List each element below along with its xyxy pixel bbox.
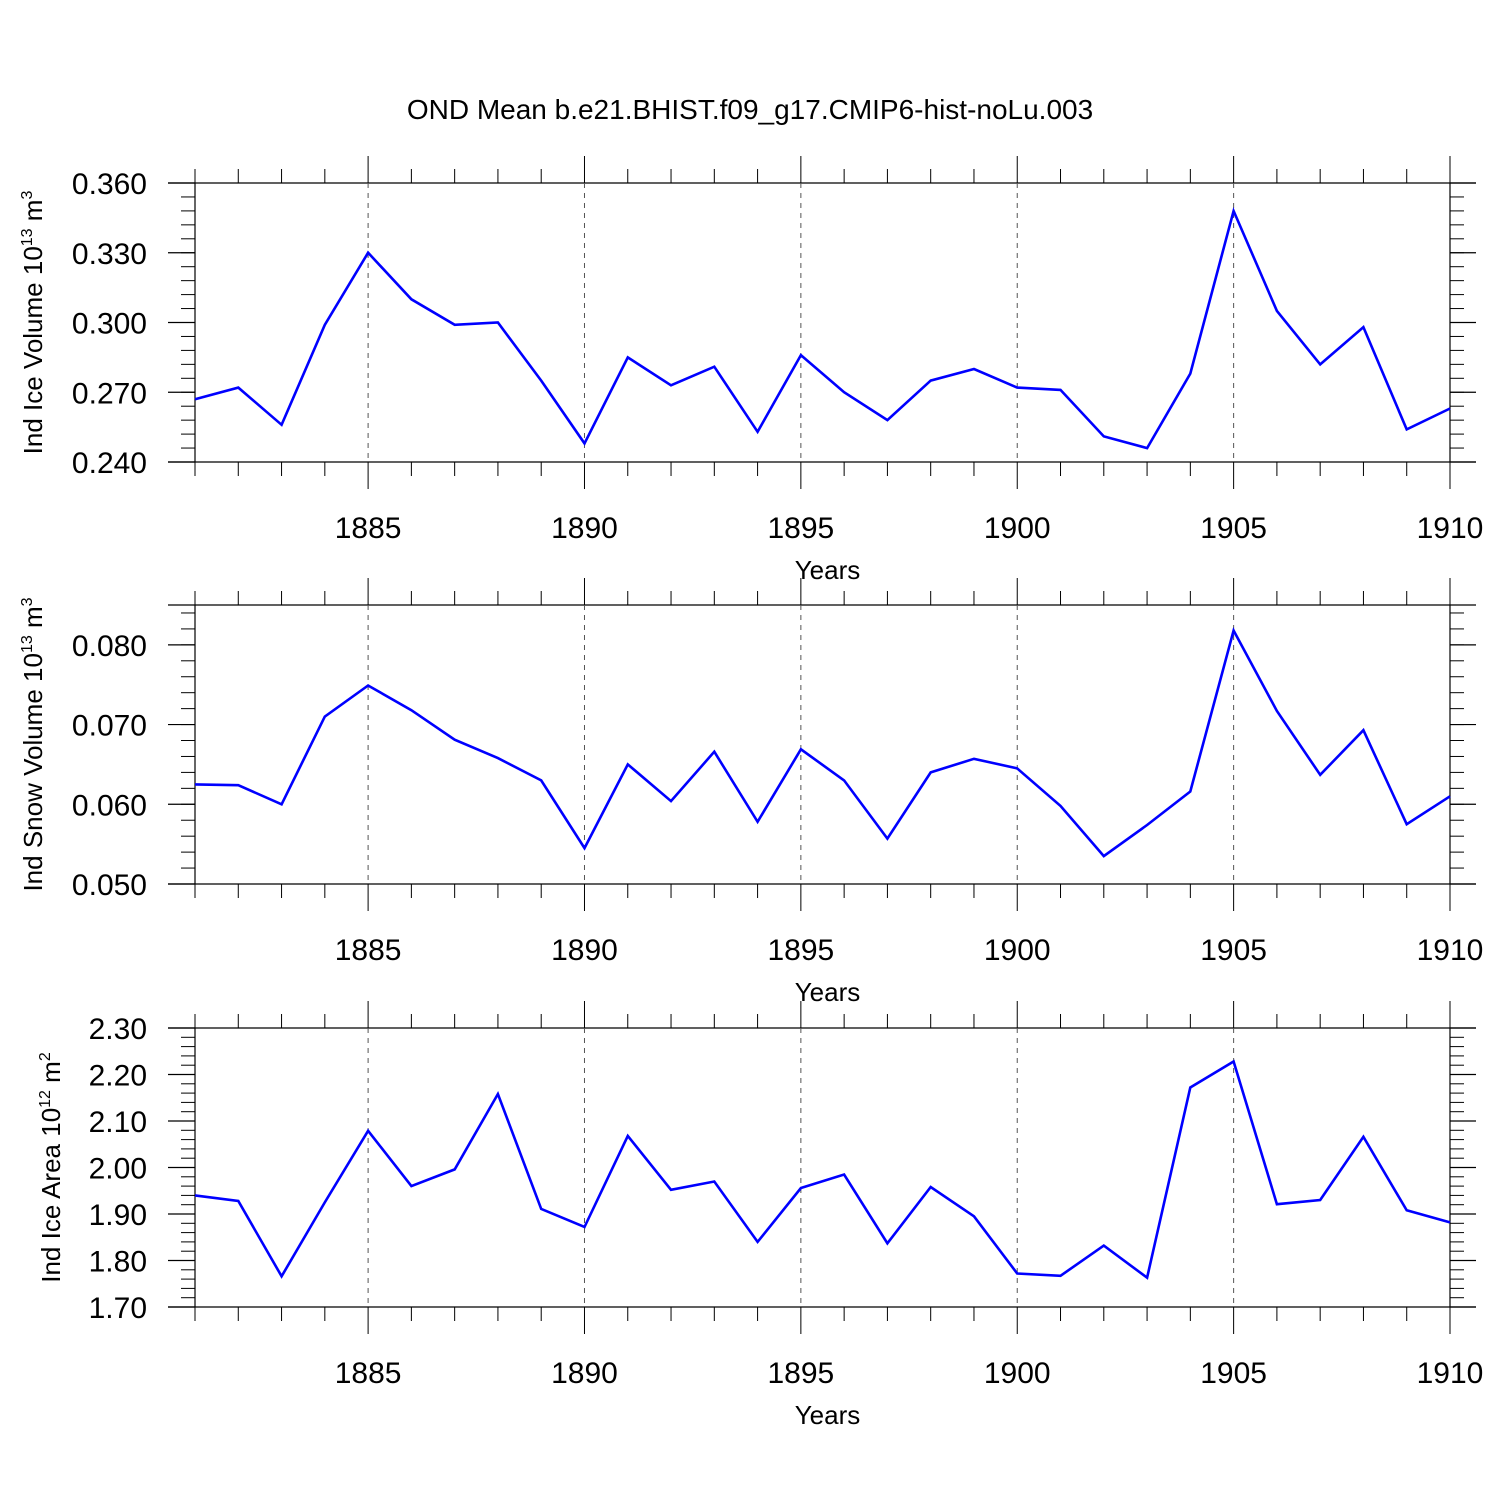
chart-panel-2-x-tick-label: 1910: [1417, 934, 1484, 967]
chart-panel-3-x-tick-label: 1900: [984, 1357, 1051, 1390]
chart-panel-3-x-tick-label: 1890: [551, 1357, 618, 1390]
chart-panel-3-series-line: [194, 1059, 1451, 1280]
chart-panel-2-x-axis-label: Years: [795, 977, 861, 1007]
chart-panel-3-y-tick-label: 2.20: [89, 1060, 147, 1093]
chart-panel-3-x-tick-label: 1895: [767, 1357, 834, 1390]
chart-panel-2-y-tick-label: 0.060: [72, 789, 147, 822]
chart-panel-3-x-axis-label: Years: [795, 1400, 861, 1430]
chart-panel-1-y-tick-label: 0.300: [72, 308, 147, 341]
chart-panel-1-x-tick-label: 1885: [335, 512, 402, 545]
chart-panel-2-series-line: [194, 627, 1451, 858]
chart-panel-2: 1885 1890 1895 1900 1905 1910 0.050 0.060 0.070 0…: [18, 578, 1483, 1007]
chart-panel-3-y-tick-label: 2.30: [89, 1013, 147, 1046]
chart-panel-1: 1885 1890 1895 1900 1905 1910 0.240 0.270 0.300 0…: [18, 156, 1483, 585]
chart-title: OND Mean b.e21.BHIST.f09_g17.CMIP6-hist-…: [407, 94, 1093, 125]
chart-panel-3-y-tick-label: 1.80: [89, 1246, 147, 1279]
chart-panel-1-x-tick-label: 1890: [551, 512, 618, 545]
chart-panel-1-x-tick-label: 1905: [1200, 512, 1267, 545]
chart-panel-2-x-tick-label: 1890: [551, 934, 618, 967]
chart-panel-3-y-tick-label: 1.70: [89, 1292, 147, 1325]
chart-panel-2-x-tick-label: 1885: [335, 934, 402, 967]
chart-panel-1-y-tick-label: 0.240: [72, 447, 147, 480]
chart-panel-3-y-tick-label: 2.10: [89, 1106, 147, 1139]
chart-panel-2-x-tick-label: 1905: [1200, 934, 1267, 967]
chart-panel-1-x-tick-label: 1910: [1417, 512, 1484, 545]
chart-panel-2-y-tick-label: 0.050: [72, 869, 147, 902]
chart-panel-1-y-tick-label: 0.330: [72, 238, 147, 271]
chart-panel-3: 1885 1890 1895 1900 1905 1910 1.70 1.80 1.90 2.00…: [36, 1001, 1483, 1430]
chart-panel-3-y-axis-label: Ind Ice Area 1012 m2: [36, 1052, 66, 1283]
chart-panel-2-y-axis-label: Ind Snow Volume 1013 m3: [18, 597, 48, 891]
chart-panel-3-y-tick-label: 2.00: [89, 1153, 147, 1186]
chart-panel-2-y-tick-label: 0.070: [72, 710, 147, 743]
chart-panel-3-y-tick-label: 1.90: [89, 1199, 147, 1232]
chart-panel-3-x-tick-label: 1885: [335, 1357, 402, 1390]
chart-panel-3-x-tick-label: 1910: [1417, 1357, 1484, 1390]
chart-panel-1-series-line: [194, 206, 1451, 450]
chart-panel-1-x-axis-label: Years: [795, 555, 861, 585]
chart-panel-3-x-tick-label: 1905: [1200, 1357, 1267, 1390]
chart-panel-1-y-axis-label: Ind Ice Volume 1013 m3: [18, 191, 48, 455]
chart-panel-1-y-tick-label: 0.270: [72, 377, 147, 410]
chart-panel-2-x-tick-label: 1895: [767, 934, 834, 967]
chart-panel-2-x-tick-label: 1900: [984, 934, 1051, 967]
chart-panel-1-y-tick-label: 0.360: [72, 168, 147, 201]
chart-panel-1-x-tick-label: 1900: [984, 512, 1051, 545]
chart-panel-1-x-tick-label: 1895: [767, 512, 834, 545]
chart-panel-2-y-tick-label: 0.080: [72, 630, 147, 663]
